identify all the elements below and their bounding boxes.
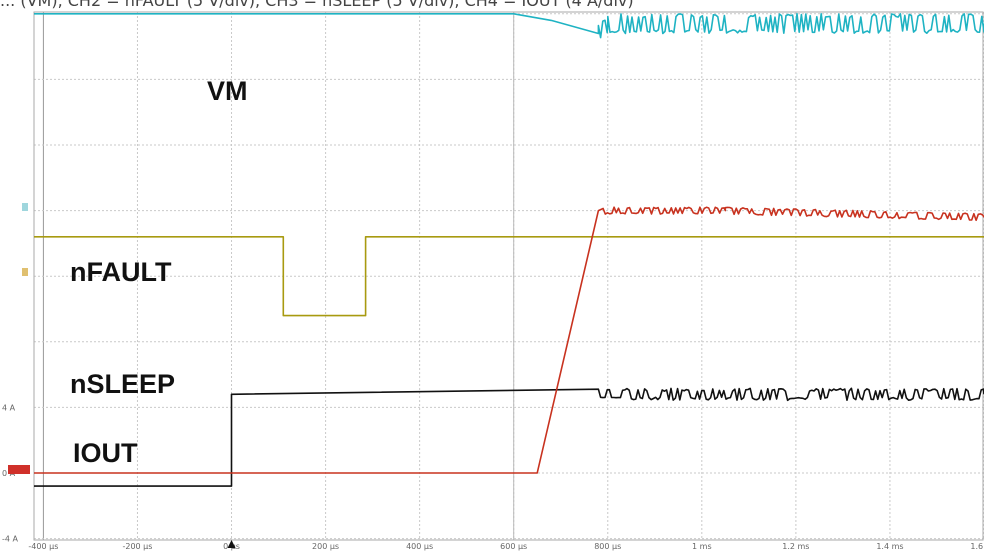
trace-labels: VM nFAULT nSLEEP IOUT bbox=[70, 76, 248, 468]
x-tick-label: 1.4 ms bbox=[876, 542, 903, 551]
x-tick-label: 1 ms bbox=[692, 542, 712, 551]
trace-nfault bbox=[34, 236, 984, 317]
trace-iout bbox=[34, 206, 984, 474]
plot-frame bbox=[33, 11, 984, 541]
nfault-ground-marker bbox=[22, 268, 28, 276]
trace-nsleep bbox=[34, 387, 984, 487]
x-tick-label: 1.6 ms bbox=[970, 542, 984, 551]
trace-label-nsleep: nSLEEP bbox=[70, 369, 175, 399]
trigger-marker bbox=[227, 540, 236, 548]
x-tick-label: -200 µs bbox=[122, 542, 152, 551]
trace-label-nfault: nFAULT bbox=[70, 257, 172, 287]
x-tick-label: 600 µs bbox=[500, 542, 527, 551]
plot-grid bbox=[33, 11, 984, 541]
y-tick-label: -4 A bbox=[2, 535, 19, 544]
plot-ticks: -400 µs -200 µs 0 µs 200 µs 400 µs 600 µs 800 … bbox=[2, 403, 984, 551]
y-tick-label: 4 A bbox=[2, 403, 16, 412]
iout-ground-marker bbox=[8, 465, 30, 474]
x-tick-label: -400 µs bbox=[28, 542, 58, 551]
vm-ground-marker bbox=[22, 203, 28, 211]
x-tick-label: 1.2 ms bbox=[782, 542, 809, 551]
x-tick-label: 200 µs bbox=[312, 542, 339, 551]
plot-traces bbox=[34, 12, 984, 487]
x-tick-label: 800 µs bbox=[594, 542, 621, 551]
trace-vm bbox=[34, 12, 984, 39]
x-tick-label: 400 µs bbox=[406, 542, 433, 551]
channel-markers bbox=[8, 203, 236, 548]
trace-label-iout: IOUT bbox=[73, 438, 138, 468]
oscilloscope-caption: ... (VM), CH2 = nFAULT (5 V/div), CH3 = … bbox=[0, 0, 634, 10]
trace-label-vm: VM bbox=[207, 76, 248, 106]
